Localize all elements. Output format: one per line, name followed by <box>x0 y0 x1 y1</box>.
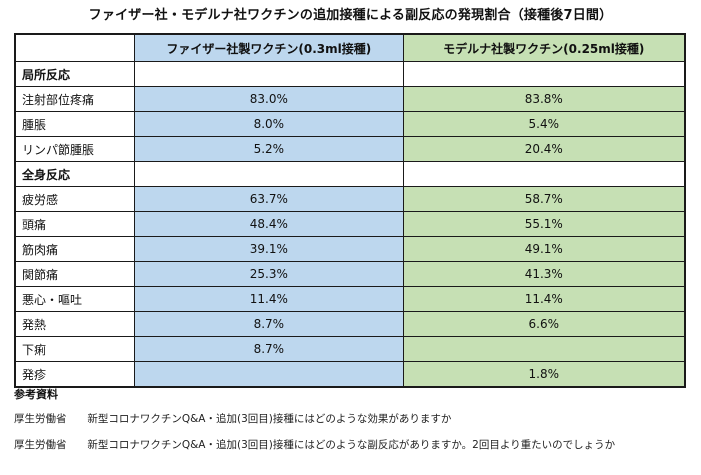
moderna-value: 1.8% <box>402 361 686 388</box>
table-row: リンパ節腫脹 5.2% 20.4% <box>14 136 686 162</box>
section-blank-cell <box>134 61 404 87</box>
references-title: 参考資料 <box>14 388 58 401</box>
section-row-local: 局所反応 <box>14 61 686 87</box>
reference-org: 厚生労働省 <box>14 439 67 451</box>
moderna-value: 11.4% <box>402 286 686 312</box>
page-title: ファイザー社・モデルナ社ワクチンの追加接種による副反応の発現割合（接種後7日間） <box>88 8 613 23</box>
row-label: 疲労感 <box>14 186 136 212</box>
table-row: 発疹 1.8% <box>14 361 686 388</box>
reference-item: 厚生労働省 新型コロナワクチンQ&A・追加(3回目)接種にはどのような副反応があ… <box>14 437 615 452</box>
pfizer-value: 8.7% <box>134 311 404 337</box>
section-blank-cell <box>402 161 686 187</box>
table-row: 頭痛 48.4% 55.1% <box>14 211 686 237</box>
row-label: リンパ節腫脹 <box>14 136 136 162</box>
table-row: 発熱 8.7% 6.6% <box>14 311 686 337</box>
row-label: 発疹 <box>14 361 136 388</box>
table-row: 悪心・嘔吐 11.4% 11.4% <box>14 286 686 312</box>
moderna-value: 5.4% <box>402 111 686 137</box>
table-row: 疲労感 63.7% 58.7% <box>14 186 686 212</box>
section-blank-cell <box>402 61 686 87</box>
moderna-value: 55.1% <box>402 211 686 237</box>
header-pfizer: ファイザー社製ワクチン(0.3ml接種) <box>134 33 404 62</box>
pfizer-value: 48.4% <box>134 211 404 237</box>
pfizer-value: 11.4% <box>134 286 404 312</box>
moderna-value: 83.8% <box>402 86 686 112</box>
row-label: 関節痛 <box>14 261 136 287</box>
pfizer-value: 5.2% <box>134 136 404 162</box>
moderna-value: 49.1% <box>402 236 686 262</box>
moderna-value: 20.4% <box>402 136 686 162</box>
moderna-value <box>402 336 686 362</box>
pfizer-value: 8.0% <box>134 111 404 137</box>
row-label: 頭痛 <box>14 211 136 237</box>
table-row: 関節痛 25.3% 41.3% <box>14 261 686 287</box>
table-row: 筋肉痛 39.1% 49.1% <box>14 236 686 262</box>
row-label: 発熱 <box>14 311 136 337</box>
row-label: 筋肉痛 <box>14 236 136 262</box>
pfizer-value: 63.7% <box>134 186 404 212</box>
row-label: 腫脹 <box>14 111 136 137</box>
table-row: 下痢 8.7% <box>14 336 686 362</box>
header-blank-cell <box>14 33 136 62</box>
section-label: 局所反応 <box>14 61 136 87</box>
reference-text: 新型コロナワクチンQ&A・追加(3回目)接種にはどのような副反応がありますか。2… <box>87 439 616 451</box>
row-label: 悪心・嘔吐 <box>14 286 136 312</box>
pfizer-value <box>134 361 404 388</box>
pfizer-value: 25.3% <box>134 261 404 287</box>
section-blank-cell <box>134 161 404 187</box>
moderna-value: 6.6% <box>402 311 686 337</box>
section-label: 全身反応 <box>14 161 136 187</box>
reference-text: 新型コロナワクチンQ&A・追加(3回目)接種にはどのような効果がありますか <box>87 413 452 425</box>
table-header-row: ファイザー社製ワクチン(0.3ml接種) モデルナ社製ワクチン(0.25ml接種… <box>14 33 686 62</box>
pfizer-value: 8.7% <box>134 336 404 362</box>
row-label: 下痢 <box>14 336 136 362</box>
table-row: 注射部位疼痛 83.0% 83.8% <box>14 86 686 112</box>
moderna-value: 58.7% <box>402 186 686 212</box>
reference-org: 厚生労働省 <box>14 413 67 425</box>
side-effects-table: ファイザー社製ワクチン(0.3ml接種) モデルナ社製ワクチン(0.25ml接種… <box>14 33 686 388</box>
moderna-value: 41.3% <box>402 261 686 287</box>
row-label: 注射部位疼痛 <box>14 86 136 112</box>
pfizer-value: 83.0% <box>134 86 404 112</box>
table-row: 腫脹 8.0% 5.4% <box>14 111 686 137</box>
reference-item: 厚生労働省 新型コロナワクチンQ&A・追加(3回目)接種にはどのような効果があり… <box>14 411 451 426</box>
section-row-systemic: 全身反応 <box>14 161 686 187</box>
pfizer-value: 39.1% <box>134 236 404 262</box>
header-moderna: モデルナ社製ワクチン(0.25ml接種) <box>402 33 686 62</box>
